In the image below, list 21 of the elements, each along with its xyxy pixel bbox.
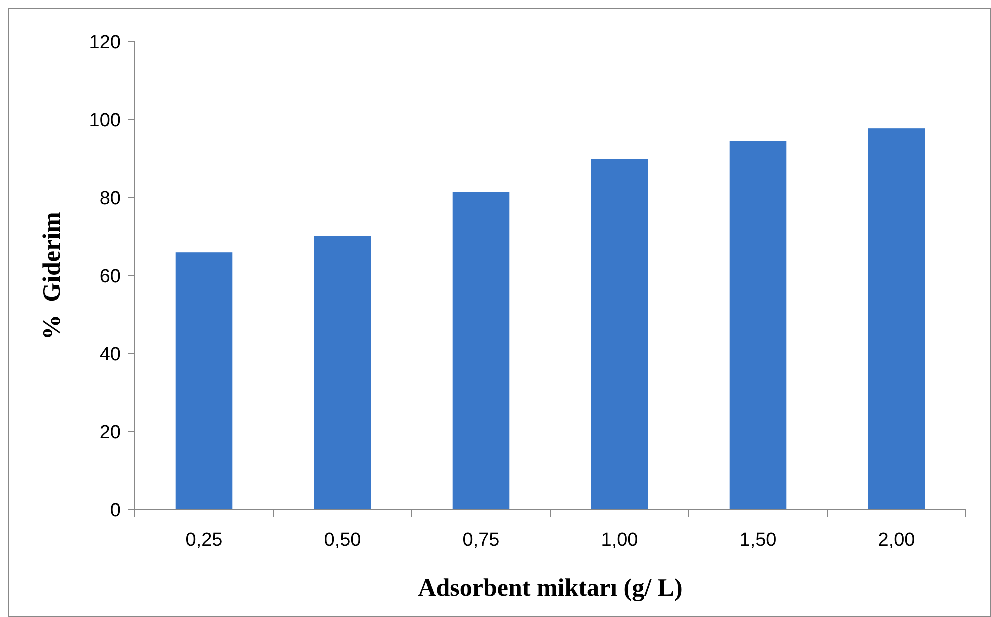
x-tick-label: 1,50 <box>740 530 777 551</box>
bar <box>868 128 926 510</box>
bar <box>591 159 648 510</box>
x-tick-label: 0,75 <box>462 530 500 551</box>
x-tick-label: 0,50 <box>324 530 362 551</box>
y-tick-label: 100 <box>89 110 121 132</box>
bar <box>452 192 510 510</box>
x-axis-title: Adsorbent miktarı (g/ L) <box>418 575 683 602</box>
x-tick-label: 1,00 <box>601 530 638 551</box>
y-tick-label: 60 <box>100 266 121 288</box>
bar <box>730 141 787 510</box>
y-tick-label: 40 <box>100 344 121 366</box>
x-tick-label: 0,25 <box>186 530 223 551</box>
y-axis-title: % Giderim <box>39 212 66 340</box>
y-tick-label: 80 <box>100 188 121 210</box>
bar <box>314 236 372 510</box>
y-tick-label: 20 <box>100 422 121 444</box>
y-tick-label: 0 <box>110 500 121 522</box>
x-tick-label: 2,00 <box>878 530 916 551</box>
y-tick-label: 120 <box>89 32 121 54</box>
bar <box>176 252 233 510</box>
